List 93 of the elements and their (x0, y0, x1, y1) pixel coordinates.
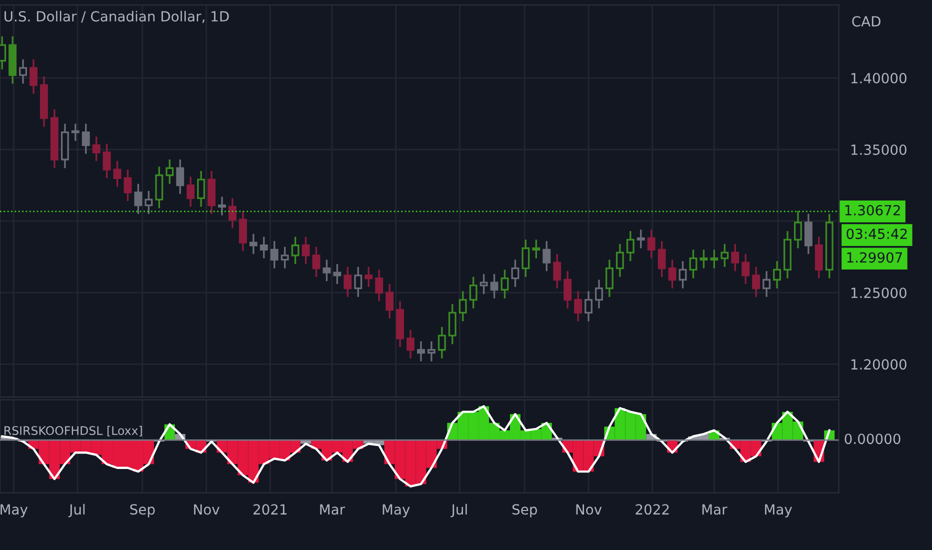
candlestick (249, 233, 258, 255)
candlestick (280, 246, 289, 270)
candlestick (804, 213, 812, 255)
candlestick (312, 246, 320, 278)
candlestick (134, 183, 142, 215)
candlestick (480, 273, 488, 295)
candlestick (71, 122, 80, 142)
candlestick (762, 270, 771, 298)
candlestick (595, 278, 603, 310)
candlestick (427, 340, 436, 362)
candlestick (186, 176, 195, 208)
candlestick (92, 136, 100, 162)
candlestick (322, 258, 331, 282)
x-tick-label: Nov (194, 504, 220, 515)
ref-line-label: 1.30672 (845, 204, 900, 216)
x-tick-label: Jul (450, 504, 467, 518)
candlestick (689, 248, 698, 280)
x-tick-label: 2022 (636, 504, 669, 515)
candlestick (176, 158, 184, 195)
candlestick (469, 276, 478, 310)
candlestick (542, 240, 551, 272)
candlestick (668, 258, 676, 290)
y-tick-label: 1.25000 (851, 288, 906, 298)
candlestick (626, 230, 634, 262)
candlestick (458, 290, 467, 322)
x-tick-label: May (0, 504, 28, 518)
candlestick (228, 197, 236, 230)
candlestick (270, 240, 278, 270)
text: RSIRSKOOFHDSL [Loxx] (4, 426, 142, 436)
x-tick-label: 2021 (254, 504, 287, 515)
candlestick (406, 329, 414, 360)
candlestick (291, 236, 300, 265)
candlestick (82, 122, 90, 155)
candlestick (532, 238, 540, 260)
candlestick (605, 258, 614, 298)
candlestick (773, 260, 781, 290)
candlestick (511, 258, 520, 288)
candlestick (490, 273, 498, 300)
candlestick (448, 303, 456, 345)
y-tick-label: 1.35000 (851, 144, 906, 155)
x-tick-label: Mar (702, 504, 728, 515)
candlestick (584, 290, 592, 322)
candlestick (102, 142, 111, 179)
candlestick (19, 58, 28, 84)
candlestick (354, 266, 362, 298)
candlestick (386, 283, 394, 320)
candlestick (124, 168, 132, 202)
candlestick (564, 270, 572, 310)
candlestick (30, 58, 38, 95)
candlestick (794, 210, 802, 250)
text: 03:45:42 (846, 228, 907, 240)
ref-line-label: 0.00000 (844, 434, 900, 444)
candlestick (333, 263, 342, 285)
candlestick (166, 158, 174, 185)
candlestick (522, 238, 530, 278)
x-tick-label: Sep (130, 504, 155, 518)
y-tick-label: 1.40000 (851, 72, 906, 84)
x-tick-label: May (765, 504, 792, 518)
text: 1.29907 (847, 252, 902, 263)
candlestick (197, 170, 206, 208)
candlestick (416, 340, 425, 362)
chart-title: U.S. Dollar / Canadian Dollar, 1D (4, 10, 229, 23)
candlestick (113, 160, 122, 188)
candlestick (364, 266, 373, 288)
candlestick (238, 210, 247, 252)
candlestick (574, 290, 582, 322)
candlestick (636, 228, 645, 250)
x-tick-label: Mar (320, 504, 346, 515)
candlestick (344, 266, 352, 298)
candlestick (731, 243, 740, 272)
candlestick (678, 260, 687, 290)
x-tick-label: May (382, 504, 410, 518)
candlestick (700, 248, 708, 270)
candlestick (752, 266, 760, 298)
x-tick-label: Sep (512, 504, 537, 518)
candlestick (500, 268, 509, 300)
candlestick (616, 243, 624, 278)
candlestick (742, 253, 750, 285)
candlestick (375, 268, 384, 302)
y-tick-label: 1.20000 (851, 359, 906, 370)
candlestick (438, 326, 446, 360)
y-axis-title: CAD (852, 16, 880, 27)
x-tick-label: Nov (576, 504, 602, 515)
x-tick-label: Jul (68, 504, 85, 518)
candlestick (720, 243, 729, 268)
candlestick (658, 240, 666, 278)
candlestick (553, 253, 562, 290)
candlestick (260, 236, 268, 260)
candlestick (302, 236, 310, 265)
candlestick (710, 248, 718, 270)
candlestick (144, 190, 153, 215)
candlestick (647, 228, 656, 260)
candlestick (218, 196, 226, 216)
